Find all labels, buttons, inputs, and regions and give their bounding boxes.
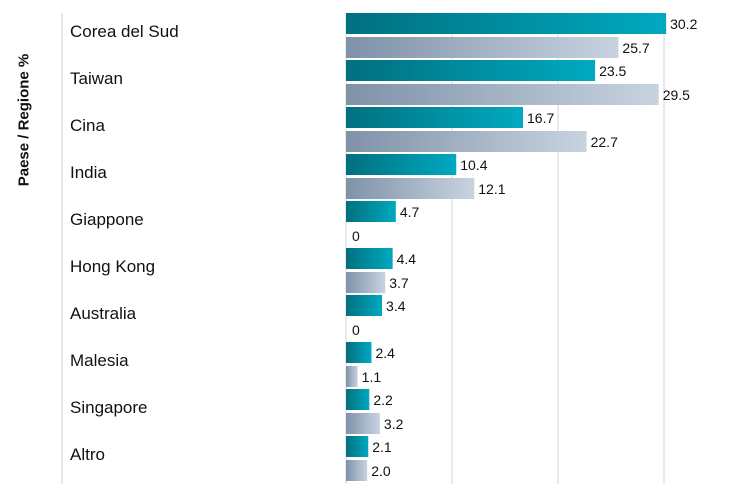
- bar-series-1: [346, 248, 393, 269]
- value-label: 10.4: [460, 157, 487, 173]
- value-label: 23.5: [599, 63, 626, 79]
- category-label: Singapore: [70, 398, 148, 417]
- bar-series-1: [346, 60, 596, 81]
- category-label: Taiwan: [70, 69, 123, 88]
- value-label: 29.5: [663, 87, 690, 103]
- bar-series-2: [346, 84, 659, 105]
- y-axis-label: Paese / Regione %: [4, 0, 44, 240]
- bar-series-2: [346, 413, 380, 434]
- bar-series-2: [346, 366, 358, 387]
- value-label: 3.2: [384, 416, 404, 432]
- category-label: Cina: [70, 116, 106, 135]
- bar-series-2: [346, 178, 475, 199]
- value-label: 3.7: [389, 275, 409, 291]
- value-label: 3.4: [386, 298, 406, 314]
- bar-series-1: [346, 295, 383, 316]
- value-label: 22.7: [591, 134, 618, 150]
- value-label: 0: [352, 228, 360, 244]
- category-label: Corea del Sud: [70, 22, 179, 41]
- value-label: 2.1: [372, 439, 392, 455]
- value-label: 4.7: [400, 204, 420, 220]
- value-label: 16.7: [527, 110, 554, 126]
- bar-series-2: [346, 460, 368, 481]
- category-label: India: [70, 163, 107, 182]
- category-label: Hong Kong: [70, 257, 155, 276]
- bar-series-2: [346, 131, 587, 152]
- category-label: Giappone: [70, 210, 144, 229]
- bar-series-1: [346, 389, 370, 410]
- y-axis-label-text: Paese / Regione %: [15, 53, 33, 187]
- bar-series-2: [346, 272, 386, 293]
- category-label: Altro: [70, 445, 105, 464]
- bar-series-1: [346, 13, 667, 34]
- value-label: 30.2: [670, 16, 697, 32]
- value-label: 2.0: [371, 463, 391, 479]
- bar-series-1: [346, 201, 396, 222]
- value-label: 0: [352, 322, 360, 338]
- bar-series-1: [346, 154, 457, 175]
- category-label: Malesia: [70, 351, 129, 370]
- value-label: 4.4: [397, 251, 417, 267]
- value-label: 2.2: [373, 392, 393, 408]
- bar-series-2: [346, 37, 619, 58]
- value-label: 1.1: [362, 369, 382, 385]
- category-label: Australia: [70, 304, 137, 323]
- value-label: 2.4: [375, 345, 395, 361]
- bar-series-1: [346, 436, 369, 457]
- bar-series-1: [346, 107, 524, 128]
- value-label: 25.7: [622, 40, 649, 56]
- value-label: 12.1: [478, 181, 505, 197]
- bar-series-1: [346, 342, 372, 363]
